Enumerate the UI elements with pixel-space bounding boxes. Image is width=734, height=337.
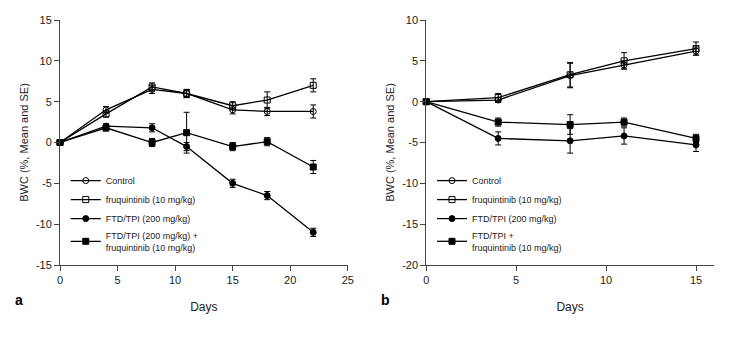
svg-text:20: 20 bbox=[284, 274, 296, 286]
svg-text:Days: Days bbox=[190, 300, 217, 314]
svg-text:fruquintinib (10 mg/kg): fruquintinib (10 mg/kg) bbox=[472, 195, 562, 205]
svg-text:FTD/TPI (200 mg/kg): FTD/TPI (200 mg/kg) bbox=[106, 214, 191, 224]
svg-text:b: b bbox=[381, 292, 390, 308]
svg-text:0: 0 bbox=[57, 274, 63, 286]
svg-text:10: 10 bbox=[600, 274, 612, 286]
svg-text:-10: -10 bbox=[402, 177, 418, 189]
svg-text:-10: -10 bbox=[36, 218, 52, 230]
svg-text:a: a bbox=[15, 292, 23, 308]
svg-text:0: 0 bbox=[423, 274, 429, 286]
svg-text:Control: Control bbox=[106, 176, 135, 186]
svg-text:10: 10 bbox=[169, 274, 181, 286]
svg-text:FTD/TPI (200 mg/kg): FTD/TPI (200 mg/kg) bbox=[472, 214, 557, 224]
svg-text:Days: Days bbox=[556, 300, 583, 314]
svg-text:FTD/TPI +fruquintinib (10 mg/k: FTD/TPI +fruquintinib (10 mg/kg) bbox=[472, 231, 562, 253]
svg-text:10: 10 bbox=[40, 55, 52, 67]
svg-text:-15: -15 bbox=[36, 259, 52, 271]
svg-text:0: 0 bbox=[412, 96, 418, 108]
svg-text:15: 15 bbox=[227, 274, 239, 286]
svg-text:BWC (%, Mean and SE): BWC (%, Mean and SE) bbox=[18, 83, 30, 202]
svg-text:-15: -15 bbox=[402, 218, 418, 230]
svg-text:BWC (%, Mean and SE): BWC (%, Mean and SE) bbox=[384, 83, 396, 202]
svg-text:15: 15 bbox=[690, 274, 702, 286]
svg-text:fruquintinib (10 mg/kg): fruquintinib (10 mg/kg) bbox=[106, 195, 196, 205]
svg-text:-20: -20 bbox=[402, 259, 418, 271]
svg-text:25: 25 bbox=[342, 274, 354, 286]
svg-text:-5: -5 bbox=[42, 177, 52, 189]
svg-text:Control: Control bbox=[472, 176, 501, 186]
svg-text:15: 15 bbox=[40, 14, 52, 26]
svg-text:5: 5 bbox=[114, 274, 120, 286]
svg-text:-5: -5 bbox=[408, 136, 418, 148]
svg-text:FTD/TPI (200 mg/kg) +fruquinti: FTD/TPI (200 mg/kg) +fruquintinib (10 mg… bbox=[106, 231, 198, 253]
svg-text:10: 10 bbox=[406, 14, 418, 26]
svg-text:5: 5 bbox=[513, 274, 519, 286]
svg-text:5: 5 bbox=[46, 96, 52, 108]
svg-text:0: 0 bbox=[46, 136, 52, 148]
svg-text:5: 5 bbox=[412, 55, 418, 67]
